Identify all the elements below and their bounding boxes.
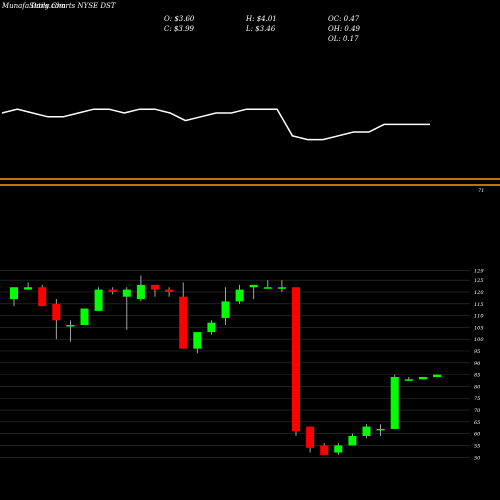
y-tick-label: 70 bbox=[474, 408, 481, 414]
ohlc-low: L: $3.46 bbox=[245, 25, 276, 33]
candle-up bbox=[249, 284, 258, 288]
candle-up bbox=[277, 287, 286, 289]
candle-up bbox=[433, 374, 441, 377]
y-tick-label: 60 bbox=[474, 432, 481, 438]
candle-up bbox=[390, 376, 399, 429]
level-label: 71 bbox=[478, 188, 484, 194]
candle-down bbox=[306, 426, 315, 448]
candle-up bbox=[404, 379, 413, 381]
ohlc-oh: OH: 0.49 bbox=[328, 25, 361, 33]
candle-up bbox=[24, 287, 33, 290]
ohlc-close: C: $3.99 bbox=[164, 25, 195, 33]
candle-down bbox=[108, 289, 117, 292]
y-tick-label: 80 bbox=[474, 384, 481, 390]
candle-up bbox=[136, 284, 145, 300]
candle-up bbox=[122, 289, 131, 297]
candle-up bbox=[376, 428, 385, 431]
y-tick-label: 90 bbox=[474, 361, 481, 367]
candle-up bbox=[66, 325, 75, 327]
candle-up bbox=[235, 289, 244, 302]
candle-down bbox=[165, 289, 174, 292]
ohlc-ol: OL: 0.17 bbox=[328, 35, 359, 43]
candle-up bbox=[418, 376, 427, 380]
candle-down bbox=[320, 445, 329, 455]
y-tick-label: 55 bbox=[474, 443, 480, 449]
candle-up bbox=[207, 322, 216, 333]
candle-up bbox=[221, 301, 230, 318]
y-tick-label: 75 bbox=[474, 396, 480, 402]
candle-up bbox=[263, 287, 272, 289]
watermark: MunafaSutra.com bbox=[1, 2, 66, 10]
candlestick-series bbox=[10, 275, 441, 455]
chart-title: Daily Charts NYSE DST bbox=[30, 2, 117, 10]
y-tick-label: 125 bbox=[474, 278, 484, 284]
price-line-panel bbox=[1, 108, 430, 141]
candle-up bbox=[348, 436, 357, 446]
y-tick-label: 65 bbox=[474, 420, 480, 426]
candle-up bbox=[80, 308, 89, 326]
y-tick-label: 110 bbox=[474, 314, 484, 320]
price-line bbox=[1, 108, 430, 141]
y-tick-label: 95 bbox=[474, 349, 480, 355]
candle-down bbox=[38, 287, 47, 307]
y-tick-label: 120 bbox=[474, 290, 484, 296]
candle-down bbox=[292, 287, 300, 432]
ohlc-oc: OC: 0.47 bbox=[328, 15, 360, 23]
candle-up bbox=[94, 289, 103, 311]
candle-up bbox=[193, 332, 202, 349]
y-tick-label: 105 bbox=[474, 325, 484, 331]
y-tick-label: 115 bbox=[474, 302, 484, 308]
candle-down bbox=[52, 303, 61, 321]
candle-up bbox=[362, 426, 371, 437]
candle-up bbox=[334, 445, 343, 453]
y-tick-label: 100 bbox=[474, 337, 484, 343]
ohlc-high: H: $4.01 bbox=[245, 15, 277, 23]
ohlc-open: O: $3.60 bbox=[164, 15, 195, 23]
y-tick-label: 50 bbox=[474, 455, 481, 461]
candle-down bbox=[151, 284, 159, 290]
y-tick-label: 129 bbox=[474, 269, 484, 275]
candle-up bbox=[10, 287, 18, 300]
y-tick-label: 85 bbox=[474, 373, 480, 379]
y-axis-labels: 50 55 60 65 70 75 80 85 90 95 100 105 110 115 120 125 12… bbox=[474, 269, 484, 462]
candle-down bbox=[179, 296, 188, 349]
